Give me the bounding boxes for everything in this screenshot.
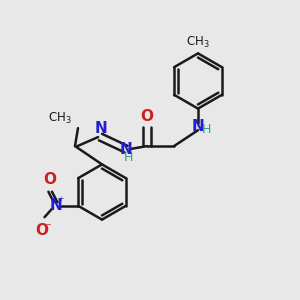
- Text: N: N: [94, 121, 107, 136]
- Text: O: O: [36, 223, 49, 238]
- Text: N: N: [49, 198, 62, 213]
- Text: H: H: [124, 151, 133, 164]
- Text: CH$_3$: CH$_3$: [48, 111, 71, 126]
- Text: $^+$: $^+$: [58, 196, 66, 206]
- Text: N: N: [120, 142, 132, 157]
- Text: CH$_3$: CH$_3$: [186, 35, 210, 50]
- Text: O: O: [44, 172, 57, 187]
- Text: O: O: [140, 109, 154, 124]
- Text: $^-$: $^-$: [44, 223, 53, 232]
- Text: H: H: [202, 123, 211, 136]
- Text: N: N: [192, 119, 204, 134]
